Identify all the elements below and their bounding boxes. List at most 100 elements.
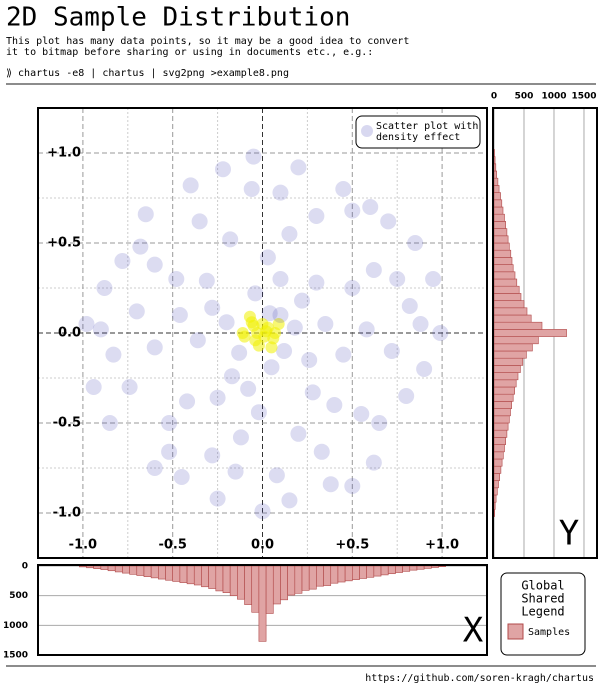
scatter-point: [432, 325, 449, 341]
scatter-point: [286, 319, 303, 336]
y-tick-label: 1500: [3, 651, 28, 661]
histogram-bar: [337, 565, 346, 583]
scatter-point: [168, 271, 185, 287]
scatter-point: [281, 492, 298, 509]
histogram-bar: [100, 565, 109, 570]
histogram-bar: [493, 386, 515, 395]
histogram-bar: [373, 565, 382, 577]
legend-box: [355, 115, 481, 149]
histogram-bar: [409, 565, 418, 571]
scatter-point: [304, 384, 321, 401]
scatter-point: [272, 271, 289, 287]
histogram-bar: [493, 357, 524, 366]
histogram-bar: [493, 393, 514, 402]
legend-title: Global: [521, 579, 564, 593]
histogram-bar: [237, 565, 245, 600]
histogram-bar: [201, 565, 209, 588]
scatter-point: [322, 476, 339, 493]
histogram-bar: [431, 565, 439, 568]
plot-frame: [492, 107, 598, 559]
scatter-point: [85, 379, 102, 395]
histogram-bar: [330, 565, 339, 584]
histogram-bar: [493, 487, 498, 496]
histogram-bar: [351, 565, 360, 580]
x-tick-label: -1.0: [69, 538, 97, 553]
scatter-point: [222, 231, 239, 248]
histogram-bar: [323, 565, 332, 586]
scatter-point: [326, 397, 343, 413]
scatter-point: [204, 447, 221, 464]
histogram-bar: [493, 156, 496, 165]
scatter-point: [161, 443, 178, 460]
scatter-point: [204, 299, 221, 316]
histogram-bar: [493, 336, 539, 345]
histogram-bar: [493, 429, 508, 438]
histogram-bar: [493, 444, 505, 453]
scatter-point: [254, 503, 271, 520]
y-tick-label: 0.0: [58, 326, 81, 341]
histogram-bar: [493, 242, 510, 251]
histogram-bar: [387, 565, 396, 575]
scatter-point: [344, 202, 361, 219]
histogram-bar: [186, 565, 195, 585]
histogram-bar: [229, 565, 238, 596]
scatter-point: [344, 280, 361, 296]
scatter-point: [281, 226, 298, 242]
histogram-bar: [493, 321, 543, 330]
histogram-bar: [280, 565, 288, 601]
scatter-point: [317, 316, 334, 332]
scatter-point: [268, 467, 285, 484]
histogram-bar: [179, 565, 188, 583]
scatter-point: [132, 238, 149, 255]
histogram-bar: [493, 372, 519, 381]
description: This plot has many data points, so it ma…: [6, 36, 409, 47]
histogram-bar: [222, 565, 231, 594]
legend-title: Legend: [521, 605, 564, 619]
scatter-point: [189, 332, 206, 349]
histogram-bar: [493, 509, 495, 517]
scatter-point: [407, 235, 424, 251]
scatter-point: [276, 343, 293, 359]
axis-label: Y: [559, 514, 579, 554]
histogram-bar: [493, 285, 520, 294]
histogram-bar: [493, 350, 527, 359]
histogram-bar: [493, 264, 514, 273]
scatter-point: [209, 490, 226, 507]
y-tick-label: 0: [22, 562, 28, 572]
charts: -1.0 -0.5 0.0 +0.5 +1.0 -1.0 -0.5 0.0 +0.5 +1.0 Sc…: [3, 92, 598, 661]
histogram-bar: [493, 170, 497, 179]
histogram-bar: [359, 565, 367, 579]
histogram-bar: [208, 565, 217, 589]
histogram-bar: [493, 501, 496, 510]
scatter-point: [146, 256, 163, 273]
scatter-point: [137, 206, 154, 223]
histogram-bar: [493, 314, 532, 323]
scatter-point: [398, 388, 415, 404]
histogram-bar: [493, 343, 533, 352]
scatter-point: [256, 318, 269, 330]
scatter-point: [380, 213, 397, 230]
histogram-bar: [294, 565, 303, 594]
scatter-point: [105, 346, 122, 363]
scatter-point: [290, 159, 307, 176]
histogram-bar: [493, 458, 503, 467]
scatter-point: [416, 361, 433, 377]
histogram-bar: [193, 565, 202, 586]
histogram-bar: [493, 480, 499, 489]
x-tick-label: 1000: [541, 92, 566, 102]
histogram-bar: [493, 249, 512, 258]
histogram-bar: [316, 565, 324, 587]
histogram-bar: [158, 565, 166, 580]
histogram-bar: [287, 565, 296, 596]
scatter-point: [209, 389, 226, 406]
histogram-bar: [416, 565, 425, 570]
description: it to bitmap before sharing or using in …: [6, 47, 373, 58]
histogram-bar: [493, 257, 513, 265]
y-tick-label: -0.5: [53, 416, 81, 431]
histogram-bar: [438, 565, 446, 567]
scatter-point: [272, 184, 289, 201]
histogram-bar: [493, 185, 500, 193]
scatter-point: [240, 380, 257, 397]
x-tick-label: +0.5: [335, 538, 369, 553]
histogram-bar: [86, 565, 94, 569]
